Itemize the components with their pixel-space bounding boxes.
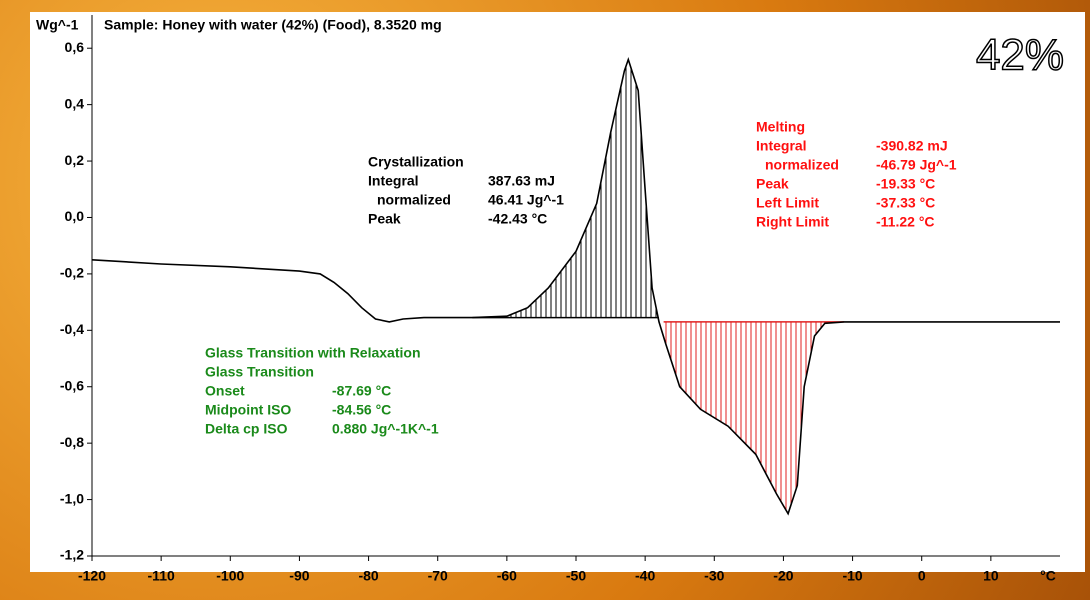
annotation-text: Onset <box>205 383 245 399</box>
annotation-text: Delta cp ISO <box>205 421 288 437</box>
annotation-text: Midpoint ISO <box>205 402 291 418</box>
x-tick-label: -20 <box>773 568 793 584</box>
annotation-text: 46.41 Jg^-1 <box>488 192 564 208</box>
badge: 42% <box>976 31 1064 80</box>
annotation-text: normalized <box>765 157 839 173</box>
annotation-text: Peak <box>368 211 401 227</box>
annotation-text: Glass Transition with Relaxation <box>205 345 421 361</box>
x-tick-label: -40 <box>635 568 655 584</box>
x-tick-label: -30 <box>704 568 724 584</box>
annotation-text: Right Limit <box>756 214 829 230</box>
y-tick-label: -1,2 <box>60 547 84 563</box>
annotation-text: 387.63 mJ <box>488 173 555 189</box>
y-tick-label: -0,8 <box>60 434 84 450</box>
x-tick-label: -90 <box>289 568 309 584</box>
y-tick-label: -0,2 <box>60 265 84 281</box>
curve <box>91 56 1060 516</box>
annotation-text: Integral <box>756 138 807 154</box>
annotation-text: -87.69 °C <box>332 383 391 399</box>
annotation-text: Crystallization <box>368 154 464 170</box>
y-tick-label: 0,4 <box>65 95 85 111</box>
y-tick-label: -0,6 <box>60 377 84 393</box>
annotation-text: -11.22 °C <box>876 214 935 230</box>
annotation-text: -19.33 °C <box>876 176 935 192</box>
chart-title: Sample: Honey with water (42%) (Food), 8… <box>104 17 442 33</box>
annotation-text: -46.79 Jg^-1 <box>876 157 957 173</box>
y-tick-label: 0,0 <box>65 208 85 224</box>
x-axis-label: °C <box>1040 568 1056 584</box>
annotation-text: Peak <box>756 176 789 192</box>
y-tick-label: -1,0 <box>60 490 84 506</box>
annotation-text: Integral <box>368 173 419 189</box>
x-tick-label: 0 <box>918 568 926 584</box>
x-tick-label: -50 <box>566 568 586 584</box>
annotation-text: Glass Transition <box>205 364 314 380</box>
annotation-text: normalized <box>377 192 451 208</box>
annotation-text: -390.82 mJ <box>876 138 948 154</box>
x-tick-label: -100 <box>216 568 244 584</box>
y-axis-label: Wg^-1 <box>36 17 79 33</box>
x-tick-label: -10 <box>842 568 862 584</box>
annotation-text: -37.33 °C <box>876 195 935 211</box>
x-tick-label: -70 <box>428 568 448 584</box>
annotation-text: -84.56 °C <box>332 402 391 418</box>
x-tick-label: -60 <box>497 568 517 584</box>
y-tick-label: 0,6 <box>65 39 85 55</box>
y-tick-label: -0,4 <box>60 321 84 337</box>
annotation-text: 0.880 Jg^-1K^-1 <box>332 421 439 437</box>
x-tick-label: -120 <box>78 568 106 584</box>
x-tick-label: 10 <box>983 568 999 584</box>
x-tick-label: -110 <box>148 568 175 584</box>
y-tick-label: 0,2 <box>65 152 85 168</box>
annotation-text: Melting <box>756 119 805 135</box>
annotation-text: Left Limit <box>756 195 819 211</box>
x-tick-label: -80 <box>358 568 378 584</box>
annotation-text: -42.43 °C <box>488 211 547 227</box>
peak-area <box>663 321 845 514</box>
